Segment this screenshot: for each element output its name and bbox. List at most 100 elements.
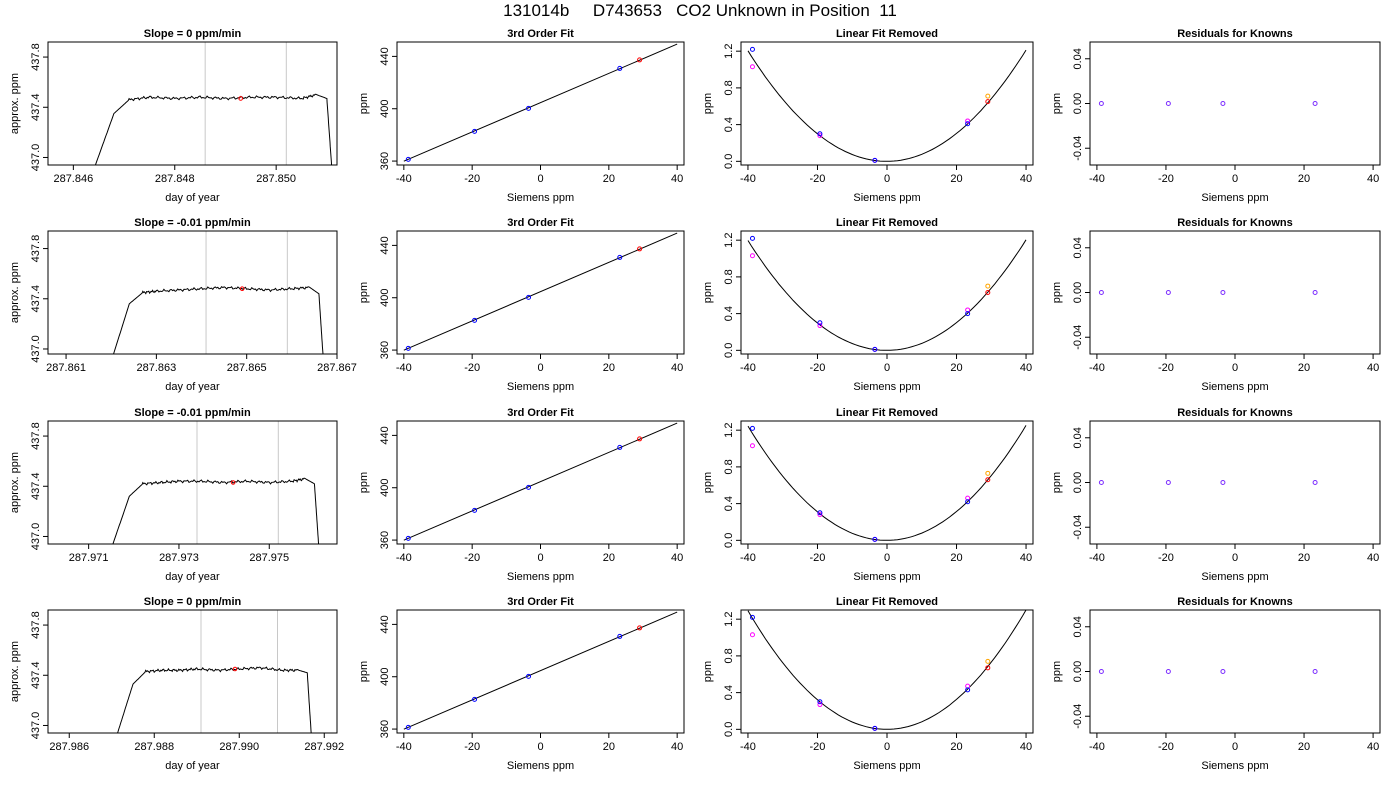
x-tick-label: 20	[950, 741, 962, 753]
y-tick-label: 0.0	[723, 154, 735, 169]
panel-r4-c3: Linear Fit Removed -40 -20 0 20 40 0.0 0.4 0.8 1.…	[702, 596, 1034, 772]
x-tick-label: -40	[740, 362, 756, 374]
y-tick-label: 437.4	[30, 93, 42, 121]
x-tick-label: 0	[1232, 362, 1238, 374]
y-tick-label: 440	[379, 236, 391, 254]
x-tick-label: -40	[396, 552, 412, 564]
panel-r1-c4: Residuals for Knowns -40 -20 0 20 40 -0.04 0.00…	[1051, 28, 1381, 204]
known-point	[965, 311, 971, 317]
alt-fit-point	[749, 253, 755, 259]
x-tick-label: 287.973	[159, 552, 199, 564]
panel-inner	[403, 422, 678, 541]
x-tick-label: 287.988	[134, 741, 174, 753]
known-point	[617, 65, 623, 71]
plot-frame	[396, 230, 685, 355]
x-tick-label: -20	[810, 173, 826, 185]
known-point	[405, 156, 411, 162]
known-point	[526, 105, 532, 111]
series-line	[94, 93, 333, 165]
plot-frame	[47, 609, 338, 734]
y-tick-label: -0.04	[1072, 515, 1084, 540]
fit-curve	[747, 239, 1027, 351]
x-tick-label: 20	[603, 362, 615, 374]
x-tick-label: 40	[1367, 552, 1379, 564]
y-tick-label: 0.4	[723, 306, 735, 321]
x-tick-label: 287.846	[53, 173, 93, 185]
y-tick-label: 400	[379, 100, 391, 118]
y-tick-label: 437.8	[30, 235, 42, 263]
x-tick-label: 40	[1367, 362, 1379, 374]
known-point	[617, 254, 623, 260]
y-tick-label: 0.00	[1072, 93, 1084, 114]
x-tick-label: 287.861	[46, 362, 86, 374]
known-point	[472, 696, 478, 702]
x-tick-label: -20	[1158, 173, 1174, 185]
unknown-point	[985, 665, 991, 671]
residual-point	[1312, 669, 1318, 674]
x-tick-label: 40	[671, 362, 683, 374]
panel-inner	[747, 610, 1027, 731]
known-point	[617, 633, 623, 639]
x-tick-label: -20	[464, 552, 480, 564]
y-tick-label: 440	[379, 47, 391, 65]
x-tick-label: 40	[671, 741, 683, 753]
panel-r2-c1: Slope = -0.01 ppm/min 287.861 287.863 287.8…	[9, 217, 357, 393]
known-point	[817, 320, 823, 326]
y-tick-label: 437.4	[30, 661, 42, 689]
y-axis-label: ppm	[1051, 93, 1063, 114]
x-axis-label: Siemens ppm	[507, 571, 574, 583]
panel-title: Slope = -0.01 ppm/min	[134, 407, 251, 419]
known-point	[749, 235, 755, 241]
y-tick-label: 400	[379, 479, 391, 497]
fit-curve	[747, 425, 1027, 541]
x-tick-label: -40	[740, 173, 756, 185]
alt-unknown-point	[985, 470, 991, 476]
y-tick-label: 0.4	[723, 685, 735, 700]
known-point	[405, 724, 411, 730]
panel-inner	[1098, 290, 1318, 295]
alt-unknown-point	[985, 658, 991, 664]
y-tick-label: 437.8	[30, 422, 42, 450]
x-axis-label: day of year	[165, 192, 220, 204]
residual-point	[1165, 480, 1171, 485]
panel-inner	[117, 610, 312, 733]
y-tick-label: 437.0	[30, 712, 42, 740]
x-axis-label: day of year	[165, 760, 220, 772]
panel-r2-c2: 3rd Order Fit -40 -20 0 20 40 360 400 440 Siemens…	[358, 217, 685, 393]
y-axis-label: ppm	[702, 472, 714, 493]
x-tick-label: -40	[1089, 362, 1105, 374]
alt-fit-point	[749, 632, 755, 638]
y-tick-label: 437.8	[30, 43, 42, 71]
x-tick-label: -20	[464, 173, 480, 185]
alt-fit-point	[965, 118, 971, 124]
panel-title: 3rd Order Fit	[507, 596, 574, 608]
plot-frame	[1089, 609, 1381, 734]
y-tick-label: 0.00	[1072, 661, 1084, 682]
x-tick-label: 40	[1020, 362, 1032, 374]
panel-title: Linear Fit Removed	[836, 596, 938, 608]
known-point	[526, 294, 532, 300]
x-tick-label: 287.867	[317, 362, 357, 374]
known-point	[872, 346, 878, 352]
known-point	[405, 345, 411, 351]
x-tick-label: 287.865	[227, 362, 267, 374]
series-line	[113, 286, 324, 354]
y-axis-label: ppm	[1051, 661, 1063, 682]
plot-frame	[47, 41, 338, 166]
x-tick-label: 40	[671, 173, 683, 185]
y-axis-label: ppm	[358, 282, 370, 303]
panel-r3-c4: Residuals for Knowns -40 -20 0 20 40 -0.04 0.00…	[1051, 407, 1381, 583]
x-tick-label: 20	[950, 552, 962, 564]
residual-point	[1220, 669, 1226, 674]
residual-point	[1165, 669, 1171, 674]
x-tick-label: 0	[884, 173, 890, 185]
panel-inner	[1098, 101, 1318, 106]
x-tick-label: -40	[396, 173, 412, 185]
plot-frame	[1089, 41, 1381, 166]
panel-r3-c3: Linear Fit Removed -40 -20 0 20 40 0.0 0.4 0.8 1.…	[702, 407, 1034, 583]
panel-title: Slope = 0 ppm/min	[144, 596, 242, 608]
x-tick-label: -40	[740, 741, 756, 753]
known-point	[749, 46, 755, 52]
x-tick-label: 287.990	[219, 741, 259, 753]
unknown-marker	[239, 286, 245, 292]
